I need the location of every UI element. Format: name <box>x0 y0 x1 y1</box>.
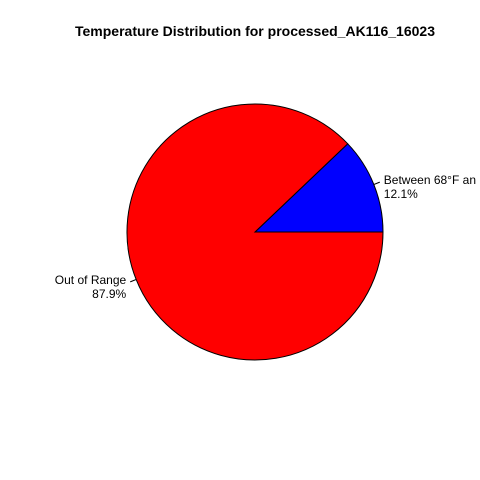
pie-slices <box>126 103 384 361</box>
pie-slice-0 <box>253 143 384 233</box>
pie-slice-label-0: Between 68°F an <box>384 173 476 187</box>
chart-title: Temperature Distribution for processed_A… <box>75 23 435 39</box>
pie-slice-percent-0: 12.1% <box>384 187 418 201</box>
pie-slice-1 <box>126 103 384 361</box>
pie-slice-label-1: Out of Range <box>55 273 127 287</box>
pie-slice-percent-1: 87.9% <box>92 287 126 301</box>
pie-label-tick-0 <box>373 181 380 185</box>
pie-label-tick-1 <box>130 279 137 283</box>
